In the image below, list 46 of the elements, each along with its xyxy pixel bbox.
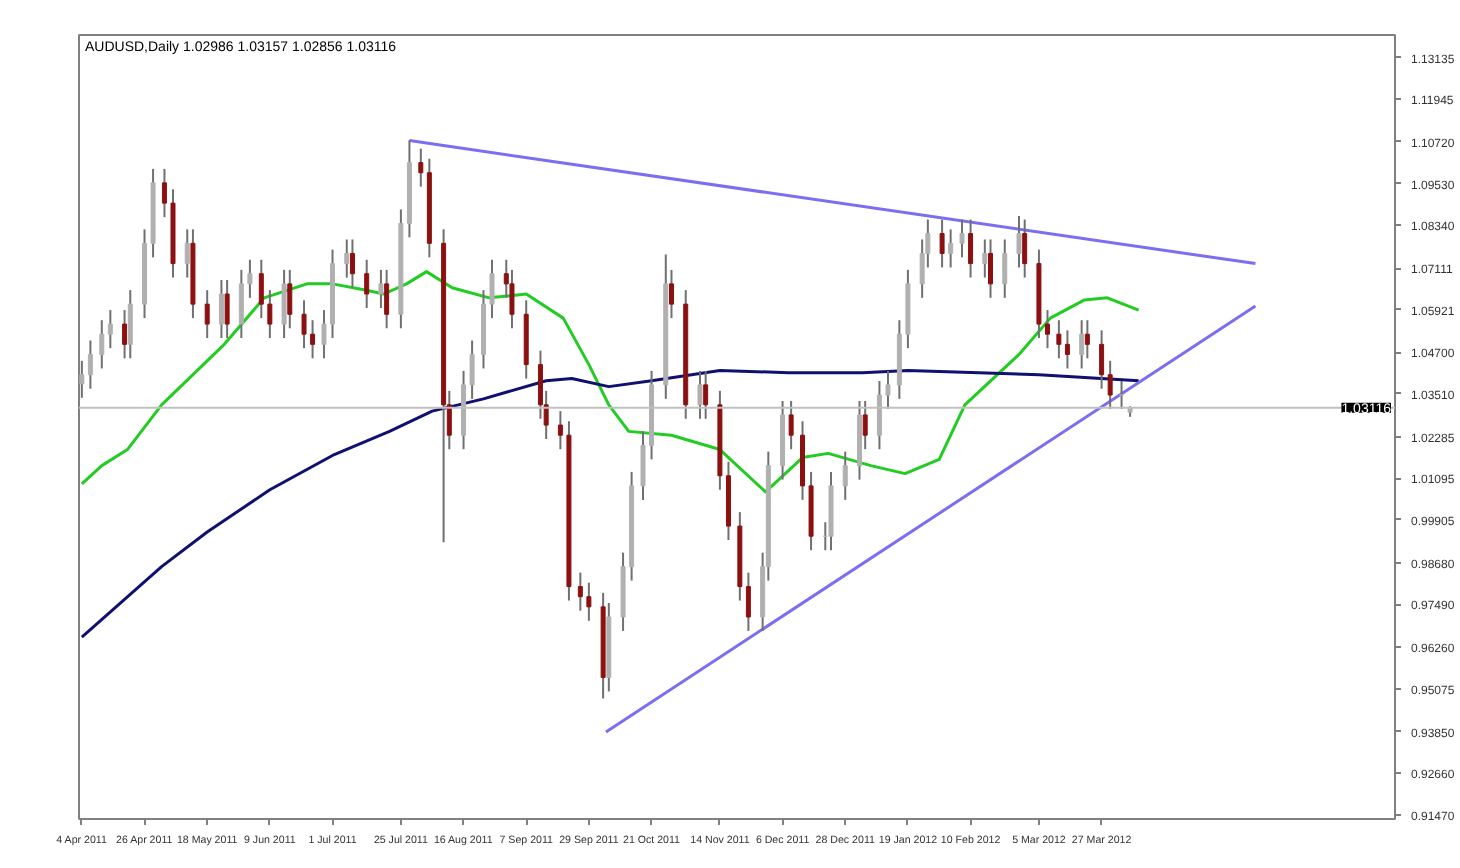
candlestick (939, 218, 945, 269)
candlestick (349, 238, 355, 289)
candlestick (384, 268, 390, 330)
candlestick (218, 279, 224, 340)
candlestick (127, 289, 133, 360)
candlestick (258, 258, 264, 320)
candlestick (1084, 319, 1090, 360)
candlestick (87, 339, 93, 390)
candlestick (281, 268, 287, 340)
candlestick (1119, 380, 1125, 410)
candlestick (418, 147, 424, 188)
candlestick (697, 369, 703, 420)
candlestick (745, 571, 751, 632)
candlestick (948, 228, 954, 269)
candlestick (1107, 359, 1113, 410)
candlestick (489, 258, 495, 320)
candlestick (79, 359, 85, 399)
candlestick (1002, 238, 1008, 299)
candlestick (364, 258, 370, 309)
candlestick (204, 289, 210, 340)
candlestick (99, 319, 105, 370)
candlestick (1016, 215, 1022, 269)
candlestick (586, 581, 592, 622)
candlestick (959, 218, 965, 259)
candlestick (378, 268, 384, 309)
candlestick (107, 309, 113, 350)
candlestick (1022, 218, 1028, 279)
candlestick (301, 299, 307, 350)
line-series (80, 369, 1141, 639)
candlestick (509, 268, 515, 330)
candlestick (703, 369, 709, 420)
candlestick (1056, 319, 1062, 360)
candlestick (982, 238, 988, 279)
candlestick (224, 279, 230, 340)
candlestick (842, 450, 848, 501)
candlestick (310, 319, 316, 360)
candlestick (788, 399, 794, 451)
candlestick (988, 238, 994, 299)
candlestick (1064, 329, 1070, 370)
candlestick (862, 399, 868, 451)
candlestick (287, 268, 293, 330)
candlestick (1079, 319, 1085, 370)
line-series (80, 270, 1141, 494)
candlestick (184, 228, 190, 279)
candlestick (1099, 329, 1105, 390)
candlestick (968, 218, 974, 279)
